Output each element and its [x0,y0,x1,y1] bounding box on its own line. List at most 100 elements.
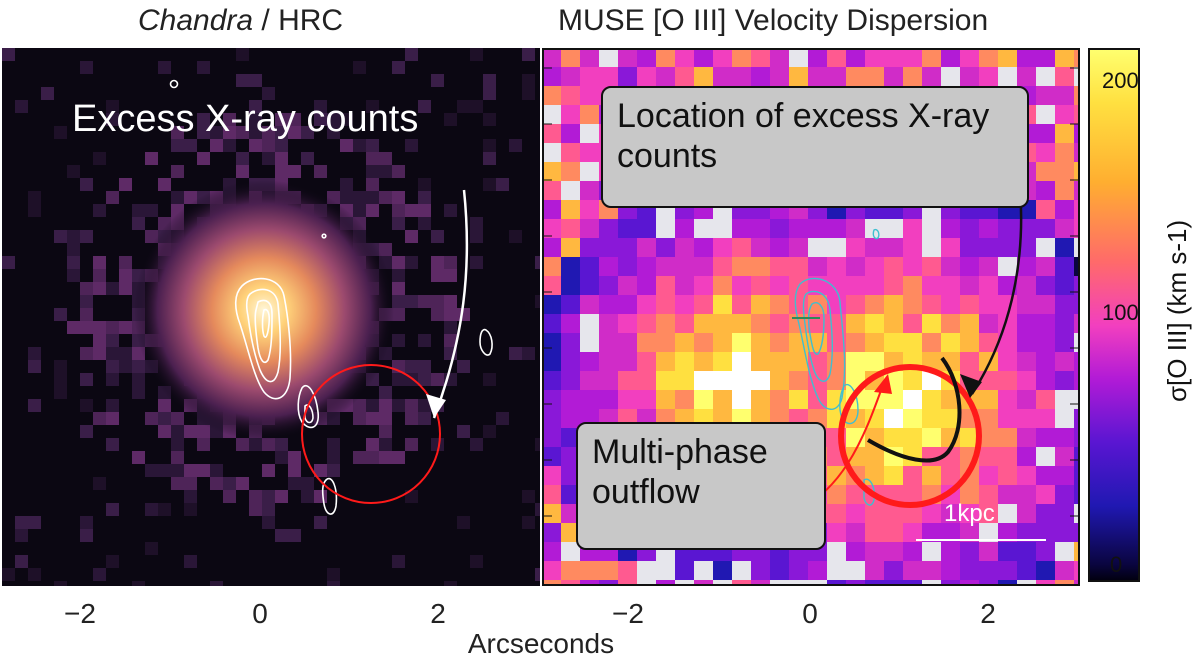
dispersion-pixel [884,523,903,542]
dispersion-pixel [846,333,865,352]
dispersion-pixel [998,409,1017,428]
noise-pixel [288,113,301,126]
dispersion-pixel [1074,219,1080,238]
noise-pixel [379,412,392,425]
dispersion-pixel [1055,485,1074,504]
dispersion-pixel [618,238,637,257]
dispersion-pixel [599,238,618,257]
dispersion-pixel [789,257,808,276]
noise-pixel [418,373,431,386]
dispersion-pixel [846,314,865,333]
noise-pixel [197,464,210,477]
dispersion-pixel [694,390,713,409]
dispersion-pixel [1074,276,1080,295]
dispersion-pixel [979,219,998,238]
noise-pixel [67,256,80,269]
noise-pixel [145,412,158,425]
dispersion-pixel [846,447,865,466]
dispersion-pixel [884,67,903,86]
dispersion-pixel [846,67,865,86]
noise-pixel [67,243,80,256]
dispersion-pixel [561,561,580,580]
dispersion-pixel [561,86,580,105]
dispersion-pixel [1055,143,1074,162]
noise-pixel [15,100,28,113]
noise-pixel [236,165,249,178]
noise-pixel [15,516,28,529]
excess-arrow [432,189,469,419]
dispersion-pixel [732,48,751,67]
noise-pixel [197,61,210,74]
dispersion-pixel [599,580,618,586]
noise-pixel [327,451,340,464]
noise-pixel [431,438,444,451]
dispersion-pixel [1055,48,1074,67]
noise-pixel [353,399,366,412]
noise-pixel [249,438,262,451]
dispersion-pixel [1055,276,1074,295]
dispersion-pixel [637,352,656,371]
dispersion-pixel [1017,504,1036,523]
noise-pixel [249,139,262,152]
dispersion-pixel [827,352,846,371]
dispersion-pixel [694,48,713,67]
dispersion-pixel [1036,124,1055,143]
noise-pixel [457,425,470,438]
dispersion-pixel [561,352,580,371]
noise-pixel [67,269,80,282]
noise-pixel [210,581,223,586]
dispersion-pixel [903,48,922,67]
noise-pixel [67,230,80,243]
dispersion-pixel [979,447,998,466]
dispersion-pixel [1036,257,1055,276]
dispersion-pixel [770,257,789,276]
dispersion-pixel [694,580,713,586]
dispersion-pixel [580,295,599,314]
noise-pixel [444,581,457,586]
noise-pixel [418,334,431,347]
dispersion-pixel [1055,67,1074,86]
dispersion-pixel [979,466,998,485]
dispersion-pixel [922,371,941,390]
dispersion-pixel [618,561,637,580]
dispersion-pixel [979,371,998,390]
dispersion-pixel [599,390,618,409]
dispersion-pixel [751,295,770,314]
noise-pixel [405,295,418,308]
dispersion-pixel [1017,352,1036,371]
dispersion-pixel [618,580,637,586]
noise-pixel [301,477,314,490]
dispersion-pixel [542,238,561,257]
noise-pixel [392,256,405,269]
noise-pixel [119,360,132,373]
dispersion-pixel [1074,371,1080,390]
dispersion-pixel [865,561,884,580]
colorbar [1088,48,1140,582]
dispersion-pixel [656,371,675,390]
dispersion-pixel [751,314,770,333]
noise-pixel [366,139,379,152]
dispersion-pixel [979,561,998,580]
dispersion-pixel [1017,333,1036,352]
dispersion-pixel [561,390,580,409]
noise-pixel [106,438,119,451]
dispersion-pixel [1074,466,1080,485]
noise-pixel [418,204,431,217]
right-xtick-0: 0 [802,598,818,629]
dispersion-pixel [618,48,637,67]
dispersion-pixel [580,143,599,162]
dispersion-pixel [903,561,922,580]
dispersion-pixel [865,447,884,466]
dispersion-pixel [1036,504,1055,523]
dispersion-pixel [922,466,941,485]
dispersion-pixel [561,162,580,181]
dispersion-pixel [903,371,922,390]
dispersion-pixel [618,371,637,390]
dispersion-pixel [542,200,561,219]
dispersion-pixel [713,371,732,390]
dispersion-pixel [884,257,903,276]
dispersion-pixel [1055,428,1074,447]
dispersion-pixel [922,333,941,352]
noise-pixel [106,347,119,360]
noise-pixel [275,529,288,542]
